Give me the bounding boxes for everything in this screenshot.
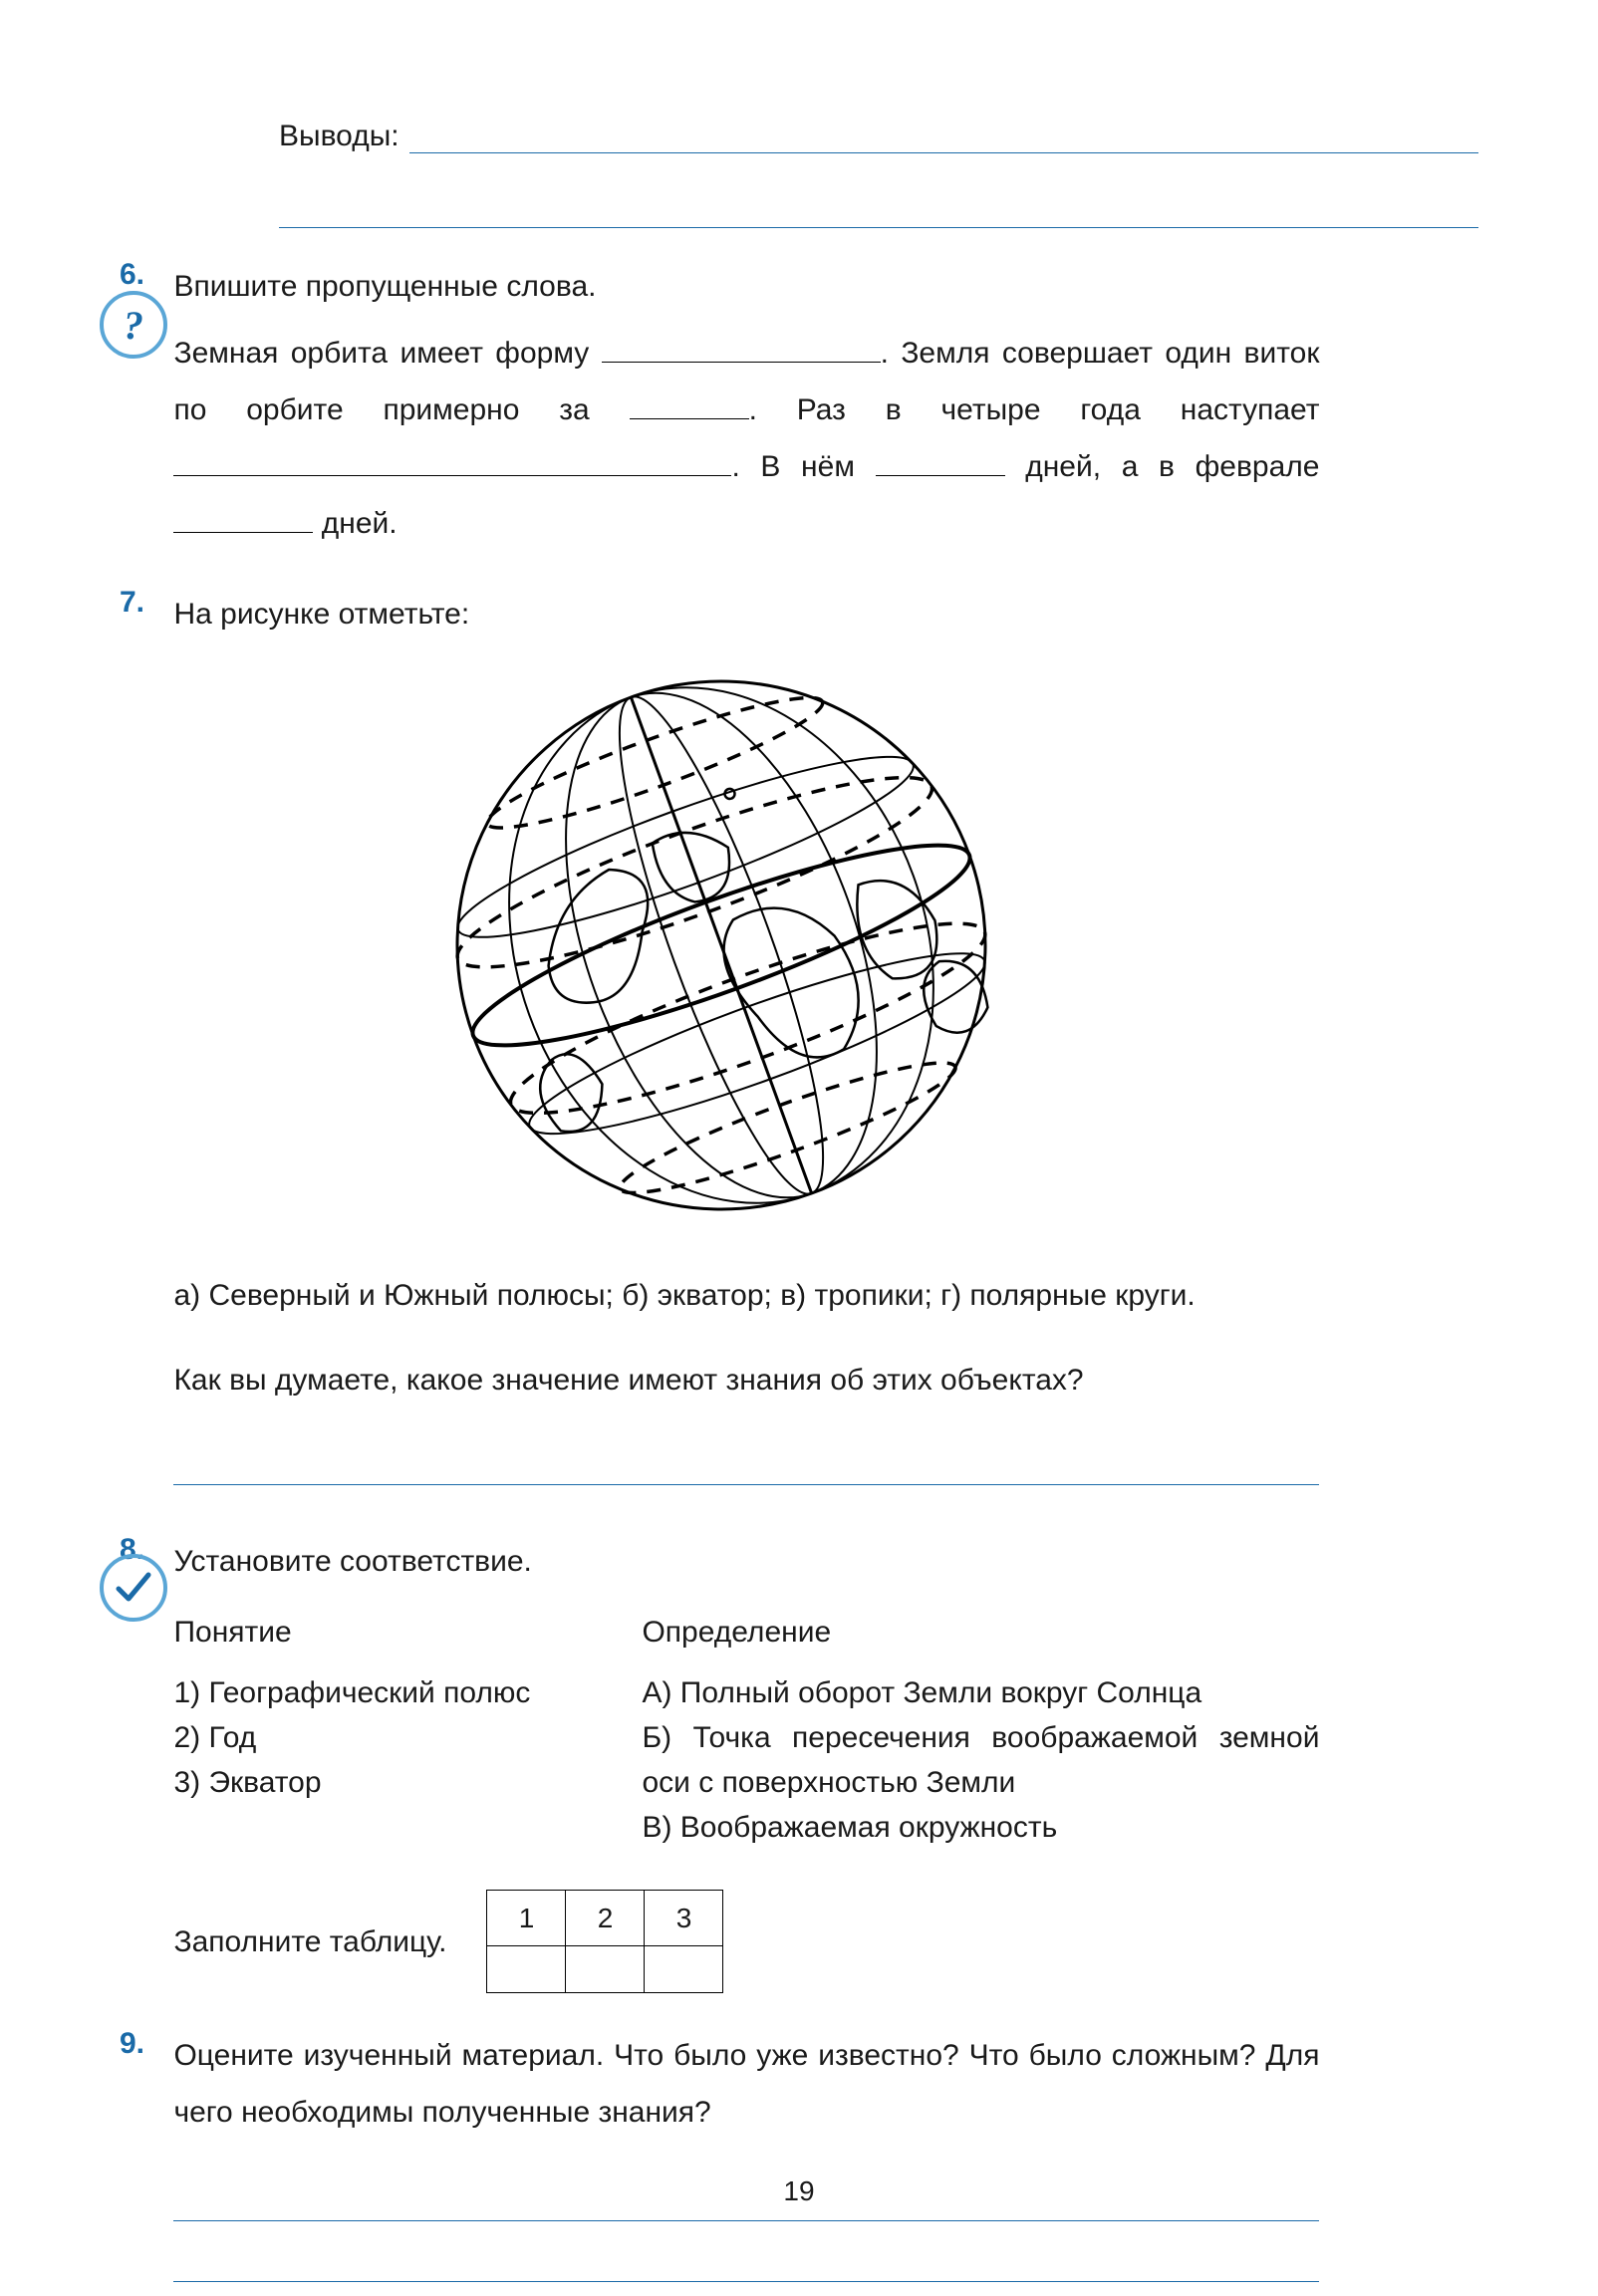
blank-1[interactable]	[602, 329, 881, 363]
right-item-2: Б) Точка пересечения воображаемой земной…	[642, 1715, 1319, 1805]
task-8: 8. Установите соответствие. Понятие 1) Г…	[120, 1533, 1478, 1993]
th-2: 2	[566, 1891, 645, 1946]
task8-columns: Понятие 1) Географический полюс 2) Год 3…	[173, 1610, 1319, 1850]
task-number-9: 9.	[120, 2027, 169, 2061]
task-7: 7. На рисунке отметьте:	[120, 586, 1478, 1499]
cell-1[interactable]	[487, 1946, 566, 1993]
task7-title: На рисунке отметьте:	[173, 586, 1319, 642]
task-number-7: 7.	[120, 586, 169, 620]
task9-answer-line-2[interactable]	[173, 2235, 1319, 2282]
task7-question2: Как вы думаете, какое значение имеют зна…	[173, 1352, 1319, 1408]
globe-svg	[442, 666, 1000, 1224]
task6-title: Впишите пропущенные слова.	[173, 258, 1319, 315]
question-mark-icon: ?	[100, 291, 167, 359]
task7-answer-line[interactable]	[173, 1438, 1319, 1485]
left-col-head: Понятие	[173, 1610, 602, 1655]
blank-4[interactable]	[876, 442, 1005, 476]
cell-2[interactable]	[566, 1946, 645, 1993]
task7-subtext: а) Северный и Южный полюсы; б) экватор; …	[173, 1267, 1319, 1324]
checkmark-icon	[100, 1554, 167, 1622]
blank-5[interactable]	[173, 499, 313, 533]
intro-label: Выводы:	[279, 120, 400, 153]
right-item-1: А) Полный оборот Земли вокруг Солнца	[642, 1670, 1319, 1715]
page-number: 19	[0, 2175, 1598, 2207]
left-item-3: 3) Экватор	[173, 1760, 602, 1805]
task-6: 6. Впишите пропущенные слова. Земная орб…	[120, 258, 1478, 552]
th-3: 3	[645, 1891, 723, 1946]
task-number-6: 6.	[120, 258, 169, 292]
th-1: 1	[487, 1891, 566, 1946]
left-item-2: 2) Год	[173, 1715, 602, 1760]
right-item-3: В) Воображаемая окружность	[642, 1805, 1319, 1850]
globe-diagram	[124, 666, 1319, 1243]
right-col-head: Определение	[642, 1610, 1319, 1655]
task8-title: Установите соответствие.	[173, 1533, 1319, 1590]
intro-block: Выводы:	[279, 120, 1478, 228]
task-9: 9. Оцените изученный материал. Что было …	[120, 2027, 1478, 2296]
table-label: Заполните таблицу.	[173, 1913, 446, 1970]
task8-table-block: Заполните таблицу. 1 2 3	[173, 1890, 1319, 1993]
left-item-1: 1) Географический полюс	[173, 1670, 602, 1715]
intro-answer-line-2[interactable]	[279, 181, 1478, 228]
intro-answer-line[interactable]	[409, 134, 1478, 153]
cell-3[interactable]	[645, 1946, 723, 1993]
task6-filltext: Земная орбита имеет форму . Земля соверш…	[173, 325, 1319, 552]
task9-text: Оцените изученный материал. Что было уже…	[173, 2027, 1319, 2141]
blank-3[interactable]	[173, 442, 731, 476]
answer-table: 1 2 3	[486, 1890, 723, 1993]
blank-2[interactable]	[630, 385, 749, 419]
workbook-page: Выводы: ? 6. Впишите пропущенные слова. …	[0, 0, 1598, 2247]
